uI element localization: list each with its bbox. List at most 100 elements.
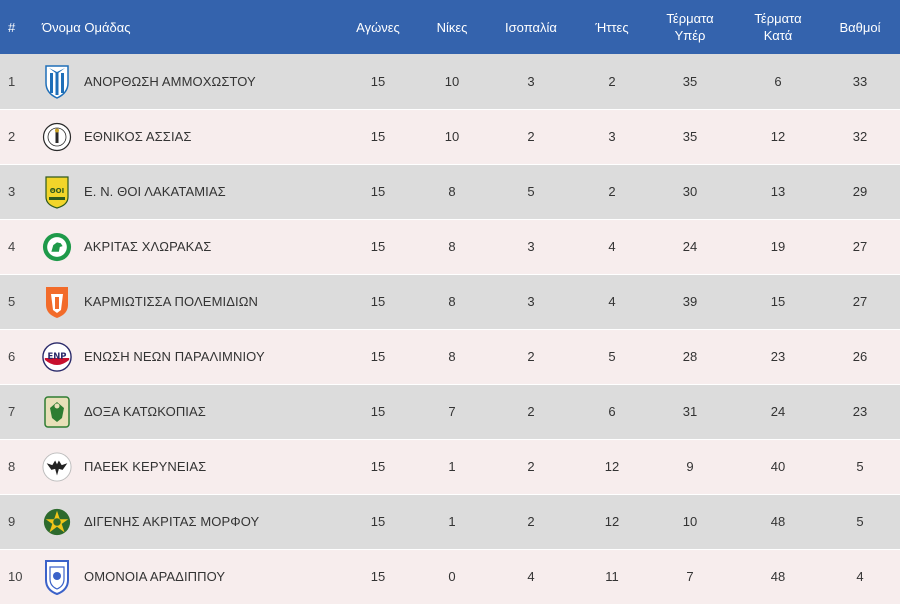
position-cell: 7	[0, 384, 38, 440]
header-wins[interactable]: Νίκες	[436, 19, 468, 35]
team-info[interactable]: ΔΟΞΑ ΚΑΤΩΚΟΠΙΑΣ	[42, 393, 332, 431]
goals-against-cell: 13	[736, 164, 820, 220]
header-losses[interactable]: Ήττες	[595, 19, 629, 35]
thoi-lakatamias-crest-icon: ΘΟΙ	[42, 173, 72, 211]
table-row[interactable]: 6 ENP ΕΝΩΣΗ ΝΕΩΝ ΠΑΡΑΛΙΜΝΙΟΥ 15 8 2 5 28 23 26	[0, 329, 900, 385]
team-info[interactable]: ΘΟΙ Ε. Ν. ΘΟΙ ΛΑΚΑΤΑΜΙΑΣ	[42, 173, 332, 211]
team-info[interactable]: ΠΑΕΕΚ ΚΕΡΥΝΕΙΑΣ	[42, 448, 332, 486]
goals-for-cell: 31	[644, 384, 736, 440]
digenis-morfou-crest-icon	[42, 503, 72, 541]
played-cell: 15	[334, 549, 422, 605]
position-cell: 3	[0, 164, 38, 220]
header-played[interactable]: Αγώνες	[356, 19, 400, 35]
played-cell: 15	[334, 219, 422, 275]
header-row: # Όνομα Ομάδας Αγώνες Νίκες Ισοπαλία Ήττ…	[0, 0, 900, 54]
table-body: 1 ΑΝΟΡΘΩΣΗ ΑΜΜΟΧΩΣΤΟΥ 15 10 3 2 35 6 33 2 ΕΘΝΙΚΟΣ …	[0, 54, 900, 605]
akritas-chlorakas-crest-icon	[42, 228, 72, 266]
draws-cell: 3	[482, 54, 580, 110]
team-info[interactable]: ΚΑΡΜΙΩΤΙΣΣΑ ΠΟΛΕΜΙΔΙΩΝ	[42, 283, 332, 321]
goals-against-cell: 24	[736, 384, 820, 440]
header-goals-for[interactable]: Τέρματα Υπέρ	[644, 0, 736, 54]
position-cell: 9	[0, 494, 38, 550]
wins-cell: 8	[422, 164, 482, 220]
played-cell: 15	[334, 274, 422, 330]
header-team-name[interactable]: Όνομα Ομάδας	[42, 19, 131, 35]
team-cell: ΕΘΝΙΚΟΣ ΑΣΣΙΑΣ	[38, 109, 334, 165]
draws-cell: 2	[482, 494, 580, 550]
team-name[interactable]: ΑΝΟΡΘΩΣΗ ΑΜΜΟΧΩΣΤΟΥ	[84, 73, 256, 89]
position-cell: 1	[0, 54, 38, 110]
table-row[interactable]: 8 ΠΑΕΕΚ ΚΕΡΥΝΕΙΑΣ 15 1 2 12 9 40 5	[0, 439, 900, 495]
team-name[interactable]: ΕΝΩΣΗ ΝΕΩΝ ΠΑΡΑΛΙΜΝΙΟΥ	[84, 349, 265, 364]
header-draws[interactable]: Ισοπαλία	[505, 19, 557, 35]
draws-cell: 3	[482, 274, 580, 330]
goals-for-cell: 39	[644, 274, 736, 330]
header-position[interactable]: #	[8, 19, 16, 35]
table-row[interactable]: 10 ΟΜΟΝΟΙΑ ΑΡΑΔΙΠΠΟΥ 15 0 4 11 7 48 4	[0, 549, 900, 605]
header-goals-against[interactable]: Τέρματα Κατά	[736, 0, 820, 54]
team-name[interactable]: ΠΑΕΕΚ ΚΕΡΥΝΕΙΑΣ	[84, 459, 207, 474]
points-cell: 27	[820, 274, 900, 330]
played-cell: 15	[334, 494, 422, 550]
team-cell: ΘΟΙ Ε. Ν. ΘΟΙ ΛΑΚΑΤΑΜΙΑΣ	[38, 164, 334, 220]
table-row[interactable]: 3 ΘΟΙ Ε. Ν. ΘΟΙ ΛΑΚΑΤΑΜΙΑΣ 15 8 5 2 30 13 29	[0, 164, 900, 220]
enp-crest-icon: ENP	[42, 338, 72, 376]
doxa-katokopias-crest-icon	[42, 393, 72, 431]
table-row[interactable]: 9 ΔΙΓΕΝΗΣ ΑΚΡΙΤΑΣ ΜΟΡΦΟΥ 15 1 2 12 10 48 5	[0, 494, 900, 550]
table-row[interactable]: 7 ΔΟΞΑ ΚΑΤΩΚΟΠΙΑΣ 15 7 2 6 31 24 23	[0, 384, 900, 440]
team-cell: ΑΝΟΡΘΩΣΗ ΑΜΜΟΧΩΣΤΟΥ	[38, 54, 334, 110]
team-name[interactable]: ΑΚΡΙΤΑΣ ΧΛΩΡΑΚΑΣ	[84, 239, 212, 254]
header-points[interactable]: Βαθμοί	[839, 19, 881, 35]
goals-against-cell: 15	[736, 274, 820, 330]
played-cell: 15	[334, 329, 422, 385]
team-info[interactable]: ΑΚΡΙΤΑΣ ΧΛΩΡΑΚΑΣ	[42, 228, 332, 266]
wins-cell: 8	[422, 329, 482, 385]
points-cell: 23	[820, 384, 900, 440]
team-name[interactable]: Ε. Ν. ΘΟΙ ΛΑΚΑΤΑΜΙΑΣ	[84, 184, 226, 199]
team-name[interactable]: ΔΙΓΕΝΗΣ ΑΚΡΙΤΑΣ ΜΟΡΦΟΥ	[84, 514, 260, 529]
table-row[interactable]: 4 ΑΚΡΙΤΑΣ ΧΛΩΡΑΚΑΣ 15 8 3 4 24 19 27	[0, 219, 900, 275]
wins-cell: 0	[422, 549, 482, 605]
header-goals-against-line1: Τέρματα	[754, 11, 802, 26]
losses-cell: 2	[580, 164, 644, 220]
paeek-crest-icon	[42, 448, 72, 486]
table-row[interactable]: 1 ΑΝΟΡΘΩΣΗ ΑΜΜΟΧΩΣΤΟΥ 15 10 3 2 35 6 33	[0, 54, 900, 110]
wins-cell: 10	[422, 54, 482, 110]
draws-cell: 3	[482, 219, 580, 275]
draws-cell: 2	[482, 109, 580, 165]
position-cell: 10	[0, 549, 38, 605]
wins-cell: 8	[422, 219, 482, 275]
team-info[interactable]: ENP ΕΝΩΣΗ ΝΕΩΝ ΠΑΡΑΛΙΜΝΙΟΥ	[42, 338, 332, 376]
played-cell: 15	[334, 54, 422, 110]
team-info[interactable]: ΟΜΟΝΟΙΑ ΑΡΑΔΙΠΠΟΥ	[42, 558, 332, 596]
goals-against-cell: 48	[736, 549, 820, 605]
team-name[interactable]: ΚΑΡΜΙΩΤΙΣΣΑ ΠΟΛΕΜΙΔΙΩΝ	[84, 294, 259, 309]
goals-against-cell: 19	[736, 219, 820, 275]
draws-cell: 4	[482, 549, 580, 605]
team-cell: ΔΙΓΕΝΗΣ ΑΚΡΙΤΑΣ ΜΟΡΦΟΥ	[38, 494, 334, 550]
table-row[interactable]: 5 ΚΑΡΜΙΩΤΙΣΣΑ ΠΟΛΕΜΙΔΙΩΝ 15 8 3 4 39 15 27	[0, 274, 900, 330]
wins-cell: 1	[422, 494, 482, 550]
goals-for-cell: 35	[644, 109, 736, 165]
losses-cell: 12	[580, 439, 644, 495]
goals-against-cell: 12	[736, 109, 820, 165]
team-info[interactable]: ΑΝΟΡΘΩΣΗ ΑΜΜΟΧΩΣΤΟΥ	[42, 62, 332, 100]
omonoia-aradippou-crest-icon	[42, 558, 72, 596]
team-info[interactable]: ΕΘΝΙΚΟΣ ΑΣΣΙΑΣ	[42, 118, 332, 156]
goals-for-cell: 24	[644, 219, 736, 275]
team-name[interactable]: ΔΟΞΑ ΚΑΤΩΚΟΠΙΑΣ	[84, 404, 206, 419]
anorthosis-crest-icon	[42, 62, 72, 100]
goals-for-cell: 10	[644, 494, 736, 550]
team-name[interactable]: ΟΜΟΝΟΙΑ ΑΡΑΔΙΠΠΟΥ	[84, 569, 226, 584]
goals-for-cell: 9	[644, 439, 736, 495]
team-cell: ΟΜΟΝΟΙΑ ΑΡΑΔΙΠΠΟΥ	[38, 549, 334, 605]
draws-cell: 2	[482, 439, 580, 495]
team-info[interactable]: ΔΙΓΕΝΗΣ ΑΚΡΙΤΑΣ ΜΟΡΦΟΥ	[42, 503, 332, 541]
team-name[interactable]: ΕΘΝΙΚΟΣ ΑΣΣΙΑΣ	[84, 129, 192, 144]
svg-text:ENP: ENP	[48, 350, 67, 360]
table-row[interactable]: 2 ΕΘΝΙΚΟΣ ΑΣΣΙΑΣ 15 10 2 3 35 12 32	[0, 109, 900, 165]
team-cell: ΑΚΡΙΤΑΣ ΧΛΩΡΑΚΑΣ	[38, 219, 334, 275]
losses-cell: 12	[580, 494, 644, 550]
header-goals-against-line2: Κατά	[763, 28, 793, 43]
